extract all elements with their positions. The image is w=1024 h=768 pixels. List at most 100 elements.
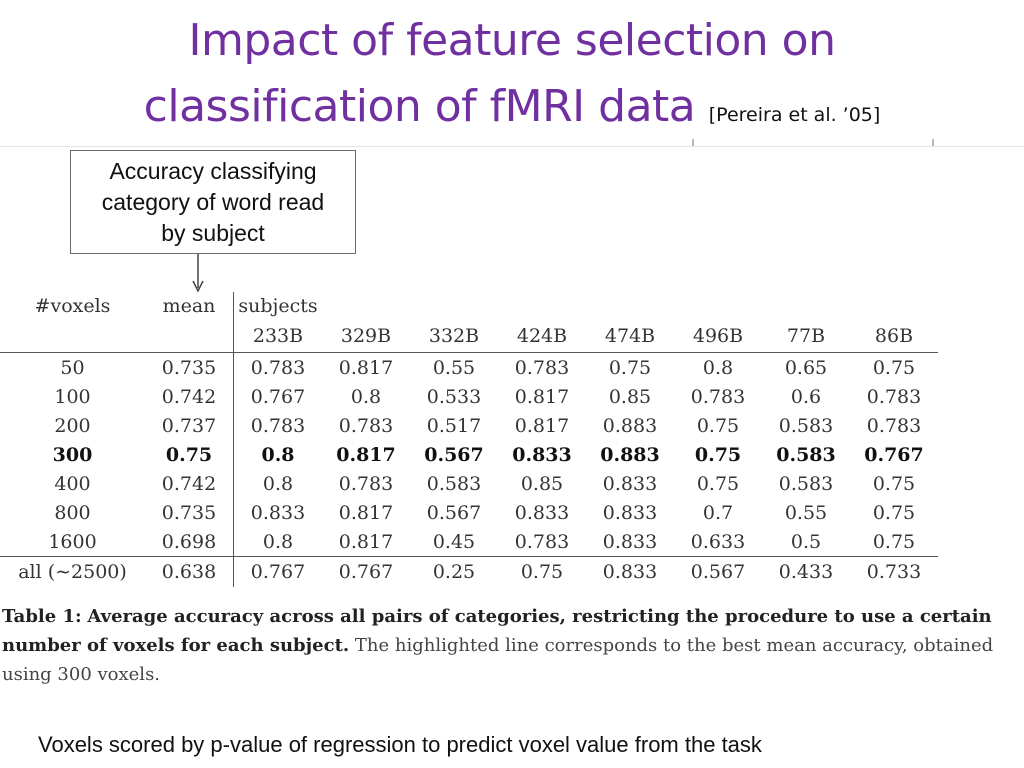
accuracy-cell: 0.25 <box>410 556 498 587</box>
accuracy-cell: 0.817 <box>336 443 396 466</box>
table-row: all (∼2500) 0.638 0.767 0.767 0.25 0.75 0.833 0… <box>0 556 938 587</box>
accuracy-cell: 0.75 <box>872 501 916 524</box>
cropped-text-remnant <box>0 139 1024 147</box>
accuracy-cell: 0.767 <box>233 382 322 411</box>
subjects-header: subjects <box>233 292 322 320</box>
accuracy-cell: 0.833 <box>602 472 658 495</box>
accuracy-cell: 0.833 <box>512 443 572 466</box>
accuracy-cell: 0.45 <box>432 530 476 553</box>
citation: [Pereira et al. ’05] <box>708 104 881 126</box>
accuracy-cell: 0.783 <box>338 472 394 495</box>
accuracy-cell: 0.583 <box>776 443 836 466</box>
accuracy-cell: 0.8 <box>350 385 382 408</box>
table-header-row-1: #voxels mean subjects <box>0 292 938 320</box>
subject-header: 332B <box>410 320 498 353</box>
caption-label: Table 1: <box>2 606 82 627</box>
title-line-2-text: classification of fMRI data <box>143 81 696 132</box>
header-divider <box>0 146 1024 147</box>
voxels-cell: 300 <box>52 443 93 466</box>
accuracy-cell: 0.833 <box>233 498 322 527</box>
accuracy-cell: 0.6 <box>790 385 822 408</box>
accuracy-cell: 0.767 <box>233 556 322 587</box>
accuracy-cell: 0.833 <box>514 501 570 524</box>
caption-bold-text: Average accuracy across all pairs of cat… <box>2 606 992 656</box>
accuracy-cell: 0.783 <box>514 356 570 379</box>
accuracy-cell: 0.55 <box>784 501 828 524</box>
table-row: 100 0.742 0.767 0.8 0.533 0.817 0.85 0.783 0.6 0.… <box>0 382 938 411</box>
callout-line-1: Accuracy classifying <box>109 158 317 184</box>
accuracy-cell: 0.833 <box>602 501 658 524</box>
mean-cell: 0.75 <box>165 443 213 466</box>
accuracy-cell: 0.583 <box>778 414 834 437</box>
mean-cell: 0.698 <box>161 530 217 553</box>
accuracy-cell: 0.817 <box>338 530 394 553</box>
accuracy-cell: 0.567 <box>424 443 484 466</box>
mean-cell: 0.735 <box>161 356 217 379</box>
callout-line-3: by subject <box>161 220 265 246</box>
accuracy-cell: 0.7 <box>702 501 734 524</box>
callout-line-2: category of word read <box>101 189 325 215</box>
accuracy-cell: 0.783 <box>338 414 394 437</box>
slide-title: Impact of feature selection on classific… <box>0 8 1024 148</box>
accuracy-cell: 0.75 <box>696 472 740 495</box>
accuracy-cell: 0.883 <box>600 443 660 466</box>
accuracy-cell: 0.75 <box>498 556 586 587</box>
voxels-header: #voxels <box>34 295 111 317</box>
caption-text: The highlighted line corresponds to the … <box>2 635 994 685</box>
subject-header: 233B <box>233 320 322 353</box>
table-row: 400 0.742 0.8 0.783 0.583 0.85 0.833 0.75 0.583 0… <box>0 469 938 498</box>
subject-header: 86B <box>850 320 938 353</box>
accuracy-cell: 0.567 <box>674 556 762 587</box>
accuracy-cell: 0.583 <box>778 472 834 495</box>
mean-cell: 0.737 <box>161 414 217 437</box>
voxels-cell: 1600 <box>48 530 97 553</box>
accuracy-cell: 0.75 <box>872 530 916 553</box>
accuracy-cell: 0.8 <box>702 356 734 379</box>
accuracy-cell: 0.75 <box>872 356 916 379</box>
table-row: 1600 0.698 0.8 0.817 0.45 0.783 0.833 0.633 0.5 0… <box>0 527 938 557</box>
accuracy-cell: 0.5 <box>790 530 822 553</box>
subject-header: 424B <box>498 320 586 353</box>
accuracy-cell: 0.8 <box>233 527 322 557</box>
subject-header: 329B <box>322 320 410 353</box>
table-row: 200 0.737 0.783 0.783 0.517 0.817 0.883 0.75 0.5… <box>0 411 938 440</box>
accuracy-cell: 0.783 <box>866 385 922 408</box>
mean-cell: 0.742 <box>161 385 217 408</box>
accuracy-cell: 0.567 <box>426 501 482 524</box>
accuracy-cell: 0.817 <box>514 385 570 408</box>
accuracy-cell: 0.883 <box>602 414 658 437</box>
accuracy-cell: 0.75 <box>694 443 742 466</box>
mean-cell: 0.742 <box>161 472 217 495</box>
accuracy-cell: 0.75 <box>696 414 740 437</box>
mean-cell: 0.735 <box>161 501 217 524</box>
accuracy-cell: 0.633 <box>690 530 746 553</box>
voxels-cell: 50 <box>60 356 85 379</box>
accuracy-cell: 0.767 <box>322 556 410 587</box>
accuracy-cell: 0.783 <box>233 352 322 382</box>
accuracy-cell: 0.783 <box>866 414 922 437</box>
accuracy-table: #voxels mean subjects 233B 329B 332B 424B 47… <box>0 292 938 587</box>
accuracy-cell: 0.85 <box>520 472 564 495</box>
footnote: Voxels scored by p-value of regression t… <box>38 732 762 757</box>
accuracy-cell: 0.583 <box>426 472 482 495</box>
accuracy-cell: 0.75 <box>872 472 916 495</box>
voxels-cell: 200 <box>54 414 91 437</box>
voxels-cell: 100 <box>54 385 91 408</box>
table-body: 50 0.735 0.783 0.817 0.55 0.783 0.75 0.8 0.65 0.7… <box>0 352 938 587</box>
accuracy-cell: 0.65 <box>784 356 828 379</box>
accuracy-cell: 0.833 <box>602 530 658 553</box>
table-caption: Table 1: Average accuracy across all pai… <box>2 602 1022 689</box>
accuracy-cell: 0.433 <box>762 556 850 587</box>
accuracy-cell: 0.55 <box>432 356 476 379</box>
mean-cell: 0.638 <box>145 556 234 587</box>
accuracy-cell: 0.817 <box>338 501 394 524</box>
subject-header: 496B <box>674 320 762 353</box>
voxels-cell: 800 <box>54 501 91 524</box>
accuracy-cell: 0.517 <box>426 414 482 437</box>
mean-header: mean <box>162 295 216 317</box>
accuracy-cell: 0.733 <box>850 556 938 587</box>
voxels-cell: 400 <box>54 472 91 495</box>
accuracy-cell: 0.817 <box>338 356 394 379</box>
accuracy-cell: 0.8 <box>233 440 322 469</box>
subject-header: 474B <box>586 320 674 353</box>
